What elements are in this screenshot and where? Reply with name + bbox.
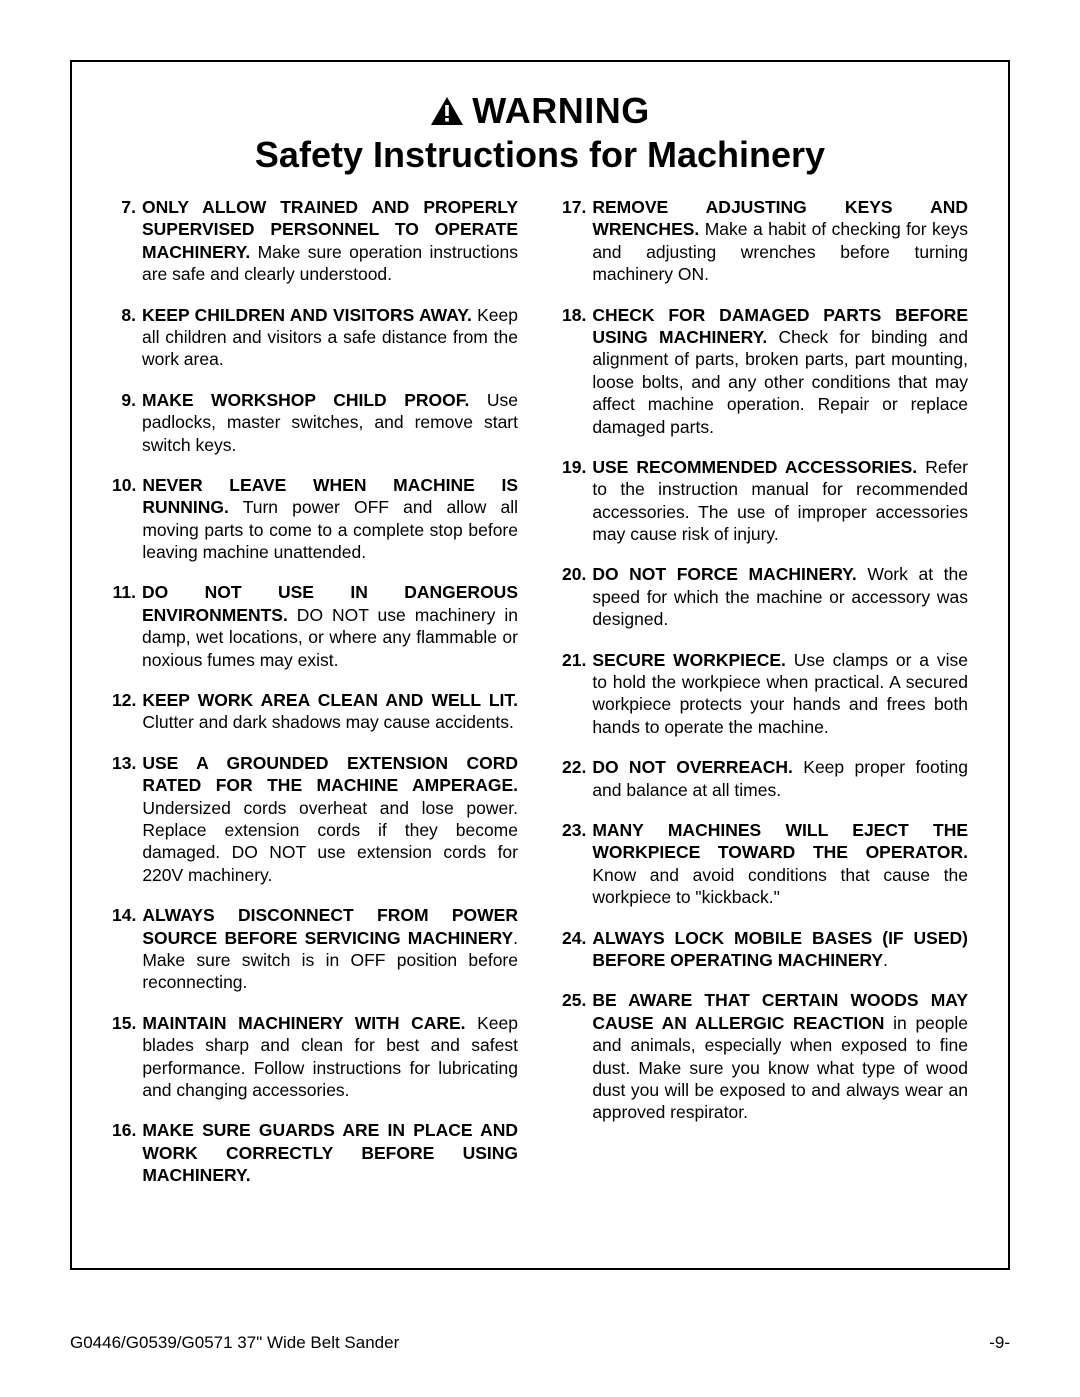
item-lead: DO NOT FORCE MACHINERY. <box>592 564 856 584</box>
columns: 7.ONLY ALLOW TRAINED AND PROPERLY SUPERV… <box>112 196 968 1186</box>
item-number: 8. <box>112 304 142 371</box>
item-lead: USE A GROUNDED EXTENSION CORD RATED FOR … <box>142 753 518 795</box>
item-lead: SECURE WORKPIECE. <box>592 650 786 670</box>
item-lead: DO NOT OVERREACH. <box>592 757 793 777</box>
item-number: 7. <box>112 196 142 286</box>
item-number: 17. <box>562 196 592 286</box>
item-number: 19. <box>562 456 592 546</box>
item-body: MAKE WORKSHOP CHILD PROOF. Use padlocks,… <box>142 389 518 456</box>
item-lead: MAKE SURE GUARDS ARE IN PLACE AND WORK C… <box>142 1120 518 1185</box>
safety-item: 25.BE AWARE THAT CERTAIN WOODS MAY CAUSE… <box>562 989 968 1123</box>
safety-item: 17.REMOVE ADJUSTING KEYS AND WRENCHES. M… <box>562 196 968 286</box>
safety-item: 13.USE A GROUNDED EXTENSION CORD RATED F… <box>112 752 518 886</box>
item-number: 10. <box>112 474 142 564</box>
item-body: ALWAYS DISCONNECT FROM POWER SOURCE BEFO… <box>142 904 518 994</box>
item-lead: ALWAYS DISCONNECT FROM POWER SOURCE BEFO… <box>142 905 518 947</box>
item-rest: . <box>883 950 888 970</box>
item-number: 11. <box>112 581 142 671</box>
item-body: BE AWARE THAT CERTAIN WOODS MAY CAUSE AN… <box>592 989 968 1123</box>
content-frame: WARNING Safety Instructions for Machiner… <box>70 60 1010 1270</box>
warning-line: WARNING <box>112 90 968 132</box>
item-body: DO NOT OVERREACH. Keep proper footing an… <box>592 756 968 801</box>
safety-item: 23.MANY MACHINES WILL EJECT THE WORKPIEC… <box>562 819 968 909</box>
item-number: 9. <box>112 389 142 456</box>
safety-item: 24.ALWAYS LOCK MOBILE BASES (IF USED) BE… <box>562 927 968 972</box>
item-body: DO NOT FORCE MACHINERY. Work at the spee… <box>592 563 968 630</box>
item-lead: MAINTAIN MACHINERY WITH CARE. <box>142 1013 465 1033</box>
item-number: 23. <box>562 819 592 909</box>
footer: G0446/G0539/G0571 37" Wide Belt Sander -… <box>70 1333 1010 1353</box>
item-number: 15. <box>112 1012 142 1102</box>
item-number: 20. <box>562 563 592 630</box>
item-body: ONLY ALLOW TRAINED AND PROPERLY SUPERVIS… <box>142 196 518 286</box>
safety-item: 11.DO NOT USE IN DANGEROUS ENVIRONMENTS.… <box>112 581 518 671</box>
item-body: ALWAYS LOCK MOBILE BASES (IF USED) BEFOR… <box>592 927 968 972</box>
item-number: 13. <box>112 752 142 886</box>
footer-right: -9- <box>989 1333 1010 1353</box>
item-rest: Know and avoid conditions that cause the… <box>592 865 968 907</box>
safety-item: 15.MAINTAIN MACHINERY WITH CARE. Keep bl… <box>112 1012 518 1102</box>
item-number: 16. <box>112 1119 142 1186</box>
item-body: MAINTAIN MACHINERY WITH CARE. Keep blade… <box>142 1012 518 1102</box>
item-lead: KEEP CHILDREN AND VISITORS AWAY. <box>142 305 472 325</box>
item-body: REMOVE ADJUSTING KEYS AND WRENCHES. Make… <box>592 196 968 286</box>
item-number: 25. <box>562 989 592 1123</box>
footer-left: G0446/G0539/G0571 37" Wide Belt Sander <box>70 1333 399 1353</box>
safety-item: 10.NEVER LEAVE WHEN MACHINE IS RUNNING. … <box>112 474 518 564</box>
warning-triangle-icon <box>430 96 464 126</box>
item-body: KEEP CHILDREN AND VISITORS AWAY. Keep al… <box>142 304 518 371</box>
safety-item: 19.USE RECOMMENDED ACCESSORIES. Refer to… <box>562 456 968 546</box>
safety-item: 7.ONLY ALLOW TRAINED AND PROPERLY SUPERV… <box>112 196 518 286</box>
item-body: NEVER LEAVE WHEN MACHINE IS RUNNING. Tur… <box>142 474 518 564</box>
item-lead: USE RECOMMENDED ACCESSORIES. <box>592 457 917 477</box>
item-number: 14. <box>112 904 142 994</box>
heading-block: WARNING Safety Instructions for Machiner… <box>112 90 968 176</box>
safety-item: 12.KEEP WORK AREA CLEAN AND WELL LIT. Cl… <box>112 689 518 734</box>
item-number: 12. <box>112 689 142 734</box>
safety-item: 21.SECURE WORKPIECE. Use clamps or a vis… <box>562 649 968 739</box>
subtitle: Safety Instructions for Machinery <box>112 134 968 176</box>
page: WARNING Safety Instructions for Machiner… <box>0 0 1080 1397</box>
warning-text: WARNING <box>472 90 650 132</box>
item-lead: MAKE WORKSHOP CHILD PROOF. <box>142 390 469 410</box>
item-body: KEEP WORK AREA CLEAN AND WELL LIT. Clutt… <box>142 689 518 734</box>
item-rest: Undersized cords overheat and lose power… <box>142 798 518 885</box>
safety-item: 18.CHECK FOR DAMAGED PARTS BEFORE USING … <box>562 304 968 438</box>
safety-item: 16.MAKE SURE GUARDS ARE IN PLACE AND WOR… <box>112 1119 518 1186</box>
item-number: 21. <box>562 649 592 739</box>
item-body: CHECK FOR DAMAGED PARTS BEFORE USING MAC… <box>592 304 968 438</box>
safety-item: 9.MAKE WORKSHOP CHILD PROOF. Use padlock… <box>112 389 518 456</box>
item-lead: MANY MACHINES WILL EJECT THE WORKPIECE T… <box>592 820 968 862</box>
safety-item: 14.ALWAYS DISCONNECT FROM POWER SOURCE B… <box>112 904 518 994</box>
item-body: USE RECOMMENDED ACCESSORIES. Refer to th… <box>592 456 968 546</box>
item-rest: Clutter and dark shadows may cause accid… <box>142 712 514 732</box>
left-column: 7.ONLY ALLOW TRAINED AND PROPERLY SUPERV… <box>112 196 518 1186</box>
item-body: SECURE WORKPIECE. Use clamps or a vise t… <box>592 649 968 739</box>
safety-item: 20.DO NOT FORCE MACHINERY. Work at the s… <box>562 563 968 630</box>
item-body: MANY MACHINES WILL EJECT THE WORKPIECE T… <box>592 819 968 909</box>
safety-item: 22.DO NOT OVERREACH. Keep proper footing… <box>562 756 968 801</box>
item-number: 22. <box>562 756 592 801</box>
item-body: USE A GROUNDED EXTENSION CORD RATED FOR … <box>142 752 518 886</box>
safety-item: 8.KEEP CHILDREN AND VISITORS AWAY. Keep … <box>112 304 518 371</box>
right-column: 17.REMOVE ADJUSTING KEYS AND WRENCHES. M… <box>562 196 968 1186</box>
item-lead: ALWAYS LOCK MOBILE BASES (IF USED) BEFOR… <box>592 928 968 970</box>
item-number: 18. <box>562 304 592 438</box>
item-lead: KEEP WORK AREA CLEAN AND WELL LIT. <box>142 690 518 710</box>
item-body: MAKE SURE GUARDS ARE IN PLACE AND WORK C… <box>142 1119 518 1186</box>
item-number: 24. <box>562 927 592 972</box>
item-body: DO NOT USE IN DANGEROUS ENVIRONMENTS. DO… <box>142 581 518 671</box>
